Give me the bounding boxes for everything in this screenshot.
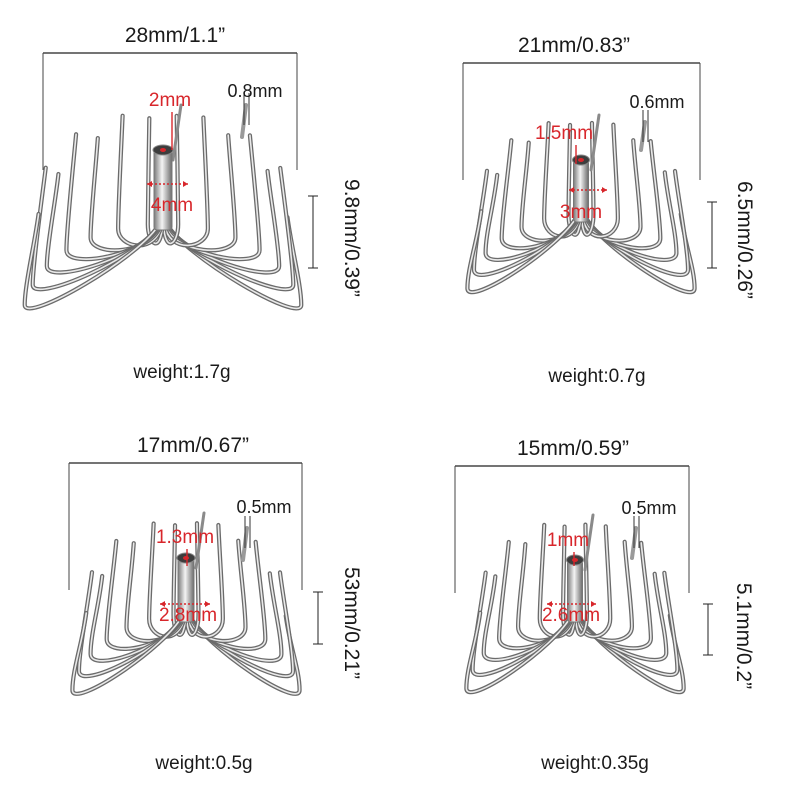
center-spike [194,511,206,570]
hook-panel: 21mm/0.83” 0.6mm 1.5mm 3mm 6.5mm/0.26” weight… [462,34,756,387]
hook-prong-highlight [575,525,612,638]
shank-width-arrows [147,181,188,187]
height-label: 9.8mm/0.39” [340,179,363,297]
hook-eye-hole [160,148,166,152]
hook-prong-highlight [163,116,209,247]
hook-panel: 17mm/0.67” 0.5mm 1.3mm 2.8mm 53mm/0.21” weigh… [68,434,363,774]
weight-label: weight:0.7g [547,366,645,387]
height-label: 6.5mm/0.26” [733,181,756,299]
shank-width-label: 4mm [151,195,193,216]
height-label: 5.1mm/0.2” [732,583,755,689]
hook-prong-highlight [574,523,588,636]
hook-prong-highlight [538,524,575,638]
shank-width-label: 3mm [560,202,602,223]
hook-prong-highlight [466,210,578,293]
shank-width-label: 2.8mm [159,605,217,626]
hook-shank [153,149,173,231]
hook-prong-highlight [162,115,179,245]
shank-width-label: 2.6mm [542,605,600,626]
hook-prong-highlight [172,524,187,636]
width-label: 21mm/0.83” [518,34,630,57]
hook-prong-highlight [562,525,576,636]
eye-diameter-label: 2mm [149,90,191,111]
height-label: 53mm/0.21” [340,567,363,679]
hook-prong-highlight [186,524,224,638]
hook-prong-highlight [147,117,164,245]
width-label: 28mm/1.1” [125,24,225,47]
hook-photo [464,513,686,695]
hook-panel: 28mm/1.1” 0.8mm 2mm 4mm 9.8mm/0.39” weight:1.… [22,24,363,383]
width-label: 15mm/0.59” [517,437,629,460]
hook-prong-highlight [23,213,160,310]
wire-diameter-label: 0.5mm [236,497,291,517]
hook-prong-highlight [71,612,183,695]
width-label: 17mm/0.67” [137,434,249,457]
hook-prong-highlight [117,114,163,247]
hook-prong-highlight [581,123,619,238]
weight-label: weight:0.5g [154,753,252,774]
center-spike [171,103,183,162]
wire-diameter-label: 0.6mm [629,92,684,112]
hook-prong-highlight [148,522,186,638]
hook-panel: 15mm/0.59” 0.5mm 1mm 2.6mm 5.1mm/0.2” weight:… [454,437,755,774]
weight-label: weight:1.7g [132,362,230,383]
hook-eye-hole [578,158,584,162]
weight-label: weight:0.35g [540,753,649,774]
wire-diameter-label: 0.5mm [621,498,676,518]
hook-eye-hole [183,556,189,560]
eye-diameter-label: 1.5mm [535,123,593,144]
eye-diameter-label: 1.3mm [156,527,214,548]
hook-prong-highlight [465,611,572,693]
shank-width-arrows [547,601,596,607]
eye-diameter-label: 1mm [547,530,589,551]
hook-prong-highlight [567,124,582,236]
hook-photo [22,103,304,311]
wire-diameter-label: 0.8mm [227,81,282,101]
hook-photo [70,511,302,696]
center-spike [583,513,595,572]
hook-photo [465,113,697,295]
center-spike [589,113,601,172]
hook-prong-highlight [543,122,581,238]
shank-width-arrows [160,601,210,607]
hook-eye-hole [572,558,578,562]
